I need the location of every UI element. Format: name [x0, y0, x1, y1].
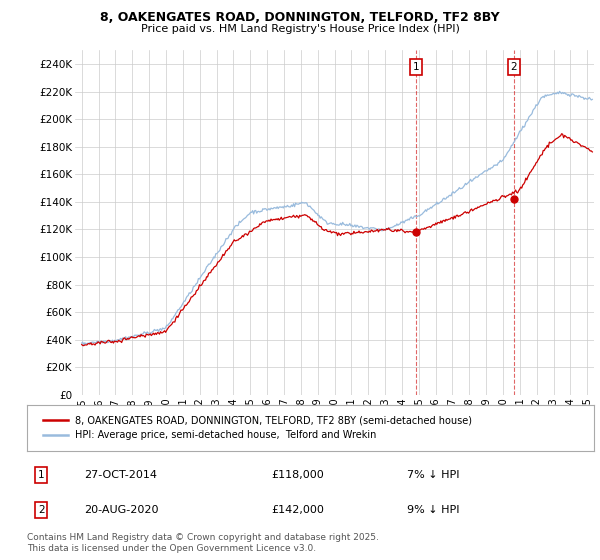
Text: 1: 1	[413, 62, 419, 72]
Text: Contains HM Land Registry data © Crown copyright and database right 2025.
This d: Contains HM Land Registry data © Crown c…	[27, 533, 379, 553]
Text: 2: 2	[38, 505, 44, 515]
Text: £118,000: £118,000	[271, 470, 323, 479]
Text: Price paid vs. HM Land Registry's House Price Index (HPI): Price paid vs. HM Land Registry's House …	[140, 24, 460, 34]
Text: 8, OAKENGATES ROAD, DONNINGTON, TELFORD, TF2 8BY: 8, OAKENGATES ROAD, DONNINGTON, TELFORD,…	[100, 11, 500, 24]
Text: £142,000: £142,000	[271, 505, 323, 515]
Text: 1: 1	[38, 470, 44, 479]
Text: 2: 2	[511, 62, 517, 72]
Text: 7% ↓ HPI: 7% ↓ HPI	[407, 470, 460, 479]
Text: 9% ↓ HPI: 9% ↓ HPI	[407, 505, 460, 515]
Text: 27-OCT-2014: 27-OCT-2014	[84, 470, 157, 479]
Text: 20-AUG-2020: 20-AUG-2020	[84, 505, 158, 515]
Legend: 8, OAKENGATES ROAD, DONNINGTON, TELFORD, TF2 8BY (semi-detached house), HPI: Ave: 8, OAKENGATES ROAD, DONNINGTON, TELFORD,…	[38, 409, 478, 446]
